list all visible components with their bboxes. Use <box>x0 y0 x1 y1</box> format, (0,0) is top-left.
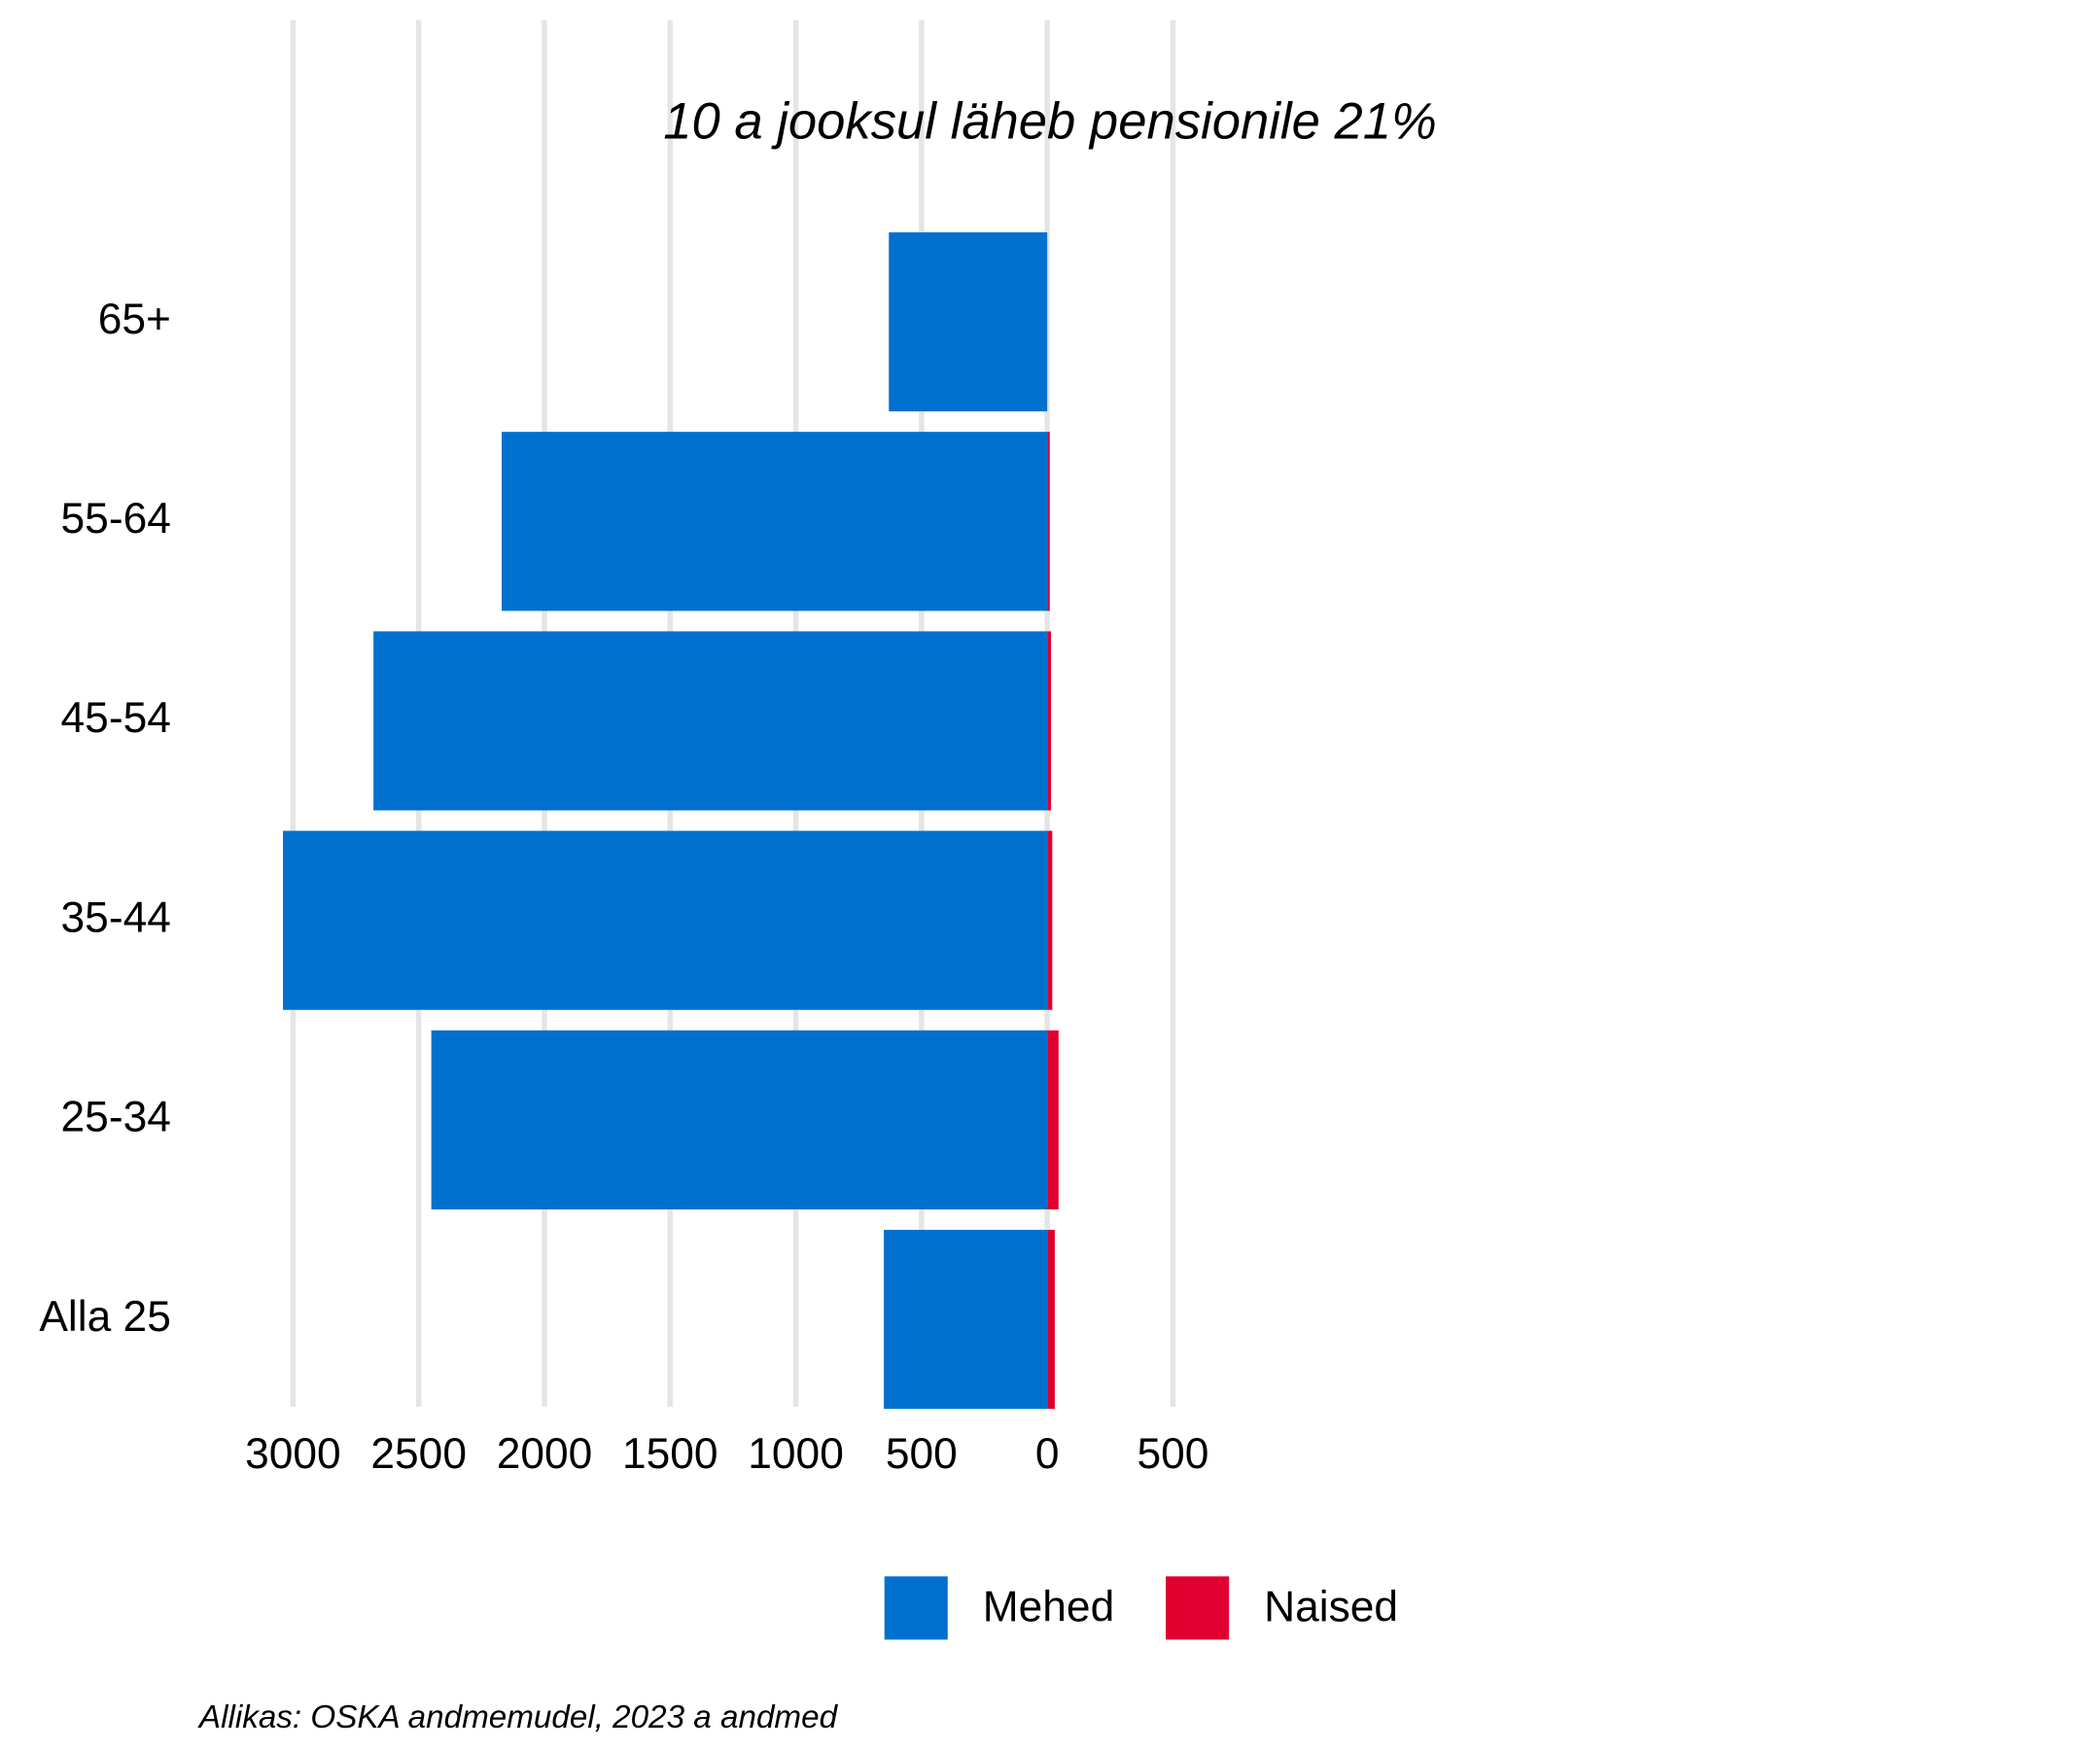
x-tick-label: 2500 <box>370 1430 467 1478</box>
bar <box>889 231 1048 412</box>
bar <box>1047 1030 1059 1209</box>
y-tick-label: 25-34 <box>61 1094 171 1141</box>
y-tick-label: 35-44 <box>61 893 171 941</box>
x-tick-label: 1000 <box>748 1430 844 1478</box>
chart-title: 10 a jooksul läheb pensionile 21% <box>663 93 1437 151</box>
legend-label: Naised <box>1264 1584 1398 1631</box>
bar <box>1047 1229 1055 1410</box>
y-tick-label: 55-64 <box>61 495 171 542</box>
x-tick-label: 1500 <box>622 1430 718 1478</box>
bar <box>502 432 1048 612</box>
x-tick-label: 0 <box>1035 1430 1060 1478</box>
bar <box>431 1030 1048 1209</box>
x-tick-label: 500 <box>1137 1430 1208 1478</box>
legend-label: Mehed <box>983 1584 1114 1631</box>
bar <box>1047 631 1052 811</box>
y-tick-label: 65+ <box>98 296 171 343</box>
bar <box>283 830 1048 1010</box>
bar <box>884 1229 1048 1410</box>
x-tick-label: 500 <box>886 1430 958 1478</box>
y-tick-label: 45-54 <box>61 694 171 742</box>
legend-swatch <box>884 1576 948 1640</box>
y-tick-label: Alla 25 <box>39 1293 170 1341</box>
source-note: Allikas: OSKA andmemudel, 2023 a andmed <box>197 1699 839 1735</box>
legend-swatch <box>1166 1576 1230 1640</box>
x-tick-label: 3000 <box>245 1430 341 1478</box>
bar <box>1047 830 1053 1010</box>
bar <box>1047 432 1050 612</box>
x-tick-label: 2000 <box>497 1430 593 1478</box>
bar <box>373 631 1048 811</box>
